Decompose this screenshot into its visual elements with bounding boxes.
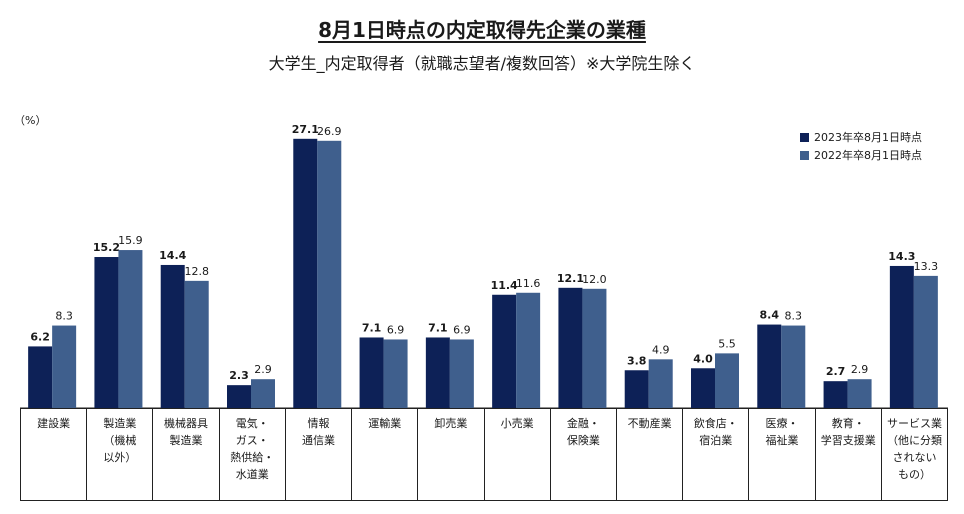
bar-2022-12 [847,379,872,408]
legend-swatch-2023 [800,132,809,142]
bar-2023-2 [160,264,185,408]
category-label-3: 電気・ ガス・ 熱供給・ 水道業 [220,409,286,500]
bar-2023-5 [359,337,384,408]
bar-2022-9 [648,359,673,408]
bar-2022-10 [715,353,739,408]
legend-item-2022: 2022年卒8月1日時点 [800,146,922,164]
data-label-2023-4: 27.1 [292,123,319,136]
category-table: 建設業 製造業 （機械 以外） 機械器具 製造業 電気・ ガス・ 熱供給・ 水道業 情報… [20,408,948,501]
category-label-4: 情報 通信業 [286,409,353,500]
data-label-2022-4: 26.9 [317,125,342,138]
bar-2022-0 [52,325,77,408]
data-label-2022-13: 13.3 [914,260,939,273]
bar-2023-0 [28,346,53,408]
data-label-2022-8: 12.0 [582,273,607,286]
category-label-0: 建設業 [21,409,88,500]
data-label-2023-3: 2.3 [229,369,249,382]
bar-2023-9 [624,370,649,408]
data-label-2023-12: 2.7 [826,365,846,378]
category-label-7: 小売業 [485,409,551,500]
bar-2023-4 [293,138,318,408]
data-label-2022-7: 11.6 [516,277,541,290]
bar-2023-13 [889,265,914,408]
bar-2023-8 [558,287,583,408]
bar-2023-6 [425,337,450,408]
bar-2023-3 [227,385,251,408]
data-label-2022-0: 8.3 [55,310,73,323]
bar-2022-1 [118,250,143,408]
chart-subtitle: 大学生_内定取得者（就職志望者/複数回答）※大学院生除く [268,54,696,73]
bar-2023-10 [691,368,715,408]
category-label-1: 製造業 （機械 以外） [87,409,154,500]
data-label-2023-1: 15.2 [93,241,120,254]
legend-swatch-2022 [800,150,809,160]
bar-2023-12 [823,381,848,408]
bar-2023-11 [757,324,782,408]
data-label-2023-2: 14.4 [159,249,186,262]
data-label-2023-10: 4.0 [693,352,713,365]
data-label-2023-11: 8.4 [760,309,780,322]
data-label-2022-3: 2.9 [254,363,272,376]
category-label-2: 機械器具 製造業 [153,409,220,500]
category-label-12: 教育・ 学習支援業 [816,409,882,500]
bar-2023-7 [492,294,517,408]
legend-label-2022: 2022年卒8月1日時点 [814,149,922,162]
bar-2022-3 [251,379,275,408]
category-label-5: 運輸業 [352,409,419,500]
data-label-2023-7: 11.4 [491,279,518,292]
data-label-2022-12: 2.9 [851,363,869,376]
data-label-2022-1: 15.9 [118,234,143,247]
bar-2022-5 [383,339,408,408]
y-unit-label: （%） [14,114,47,127]
category-label-10: 飲食店・ 宿泊業 [683,409,750,500]
data-label-2023-13: 14.3 [888,250,915,263]
data-label-2023-9: 3.8 [627,354,647,367]
category-label-9: 不動産業 [617,409,684,500]
data-label-2023-0: 6.2 [30,330,50,343]
data-label-2022-10: 5.5 [718,337,736,350]
data-label-2022-9: 4.9 [652,343,670,356]
category-label-11: 医療・ 福祉業 [749,409,816,500]
bar-2022-8 [582,288,607,408]
data-label-2022-11: 8.3 [785,310,803,323]
category-label-13: サービス業 （他に分類 されない もの） [886,417,942,481]
data-label-2022-2: 12.8 [184,265,209,278]
data-label-2022-5: 6.9 [387,323,405,336]
legend-label-2023: 2023年卒8月1日時点 [814,131,922,144]
data-label-2022-6: 6.9 [453,323,471,336]
chart-title: 8月1日時点の内定取得先企業の業種 [318,18,646,42]
category-label-8: 金融・ 保険業 [551,409,617,500]
category-label-6: 卸売業 [418,409,485,500]
bar-2022-13 [913,275,938,408]
data-label-2023-8: 12.1 [557,272,584,285]
bar-2022-6 [449,339,474,408]
data-label-2023-5: 7.1 [362,321,382,334]
legend-item-2023: 2023年卒8月1日時点 [800,128,922,146]
bar-2022-2 [184,280,209,408]
data-label-2023-6: 7.1 [428,321,448,334]
bar-2022-7 [516,292,541,408]
bar-2023-1 [94,257,119,408]
legend: 2023年卒8月1日時点 2022年卒8月1日時点 [800,128,922,164]
bar-2022-11 [781,325,806,408]
bar-2022-4 [317,140,342,408]
